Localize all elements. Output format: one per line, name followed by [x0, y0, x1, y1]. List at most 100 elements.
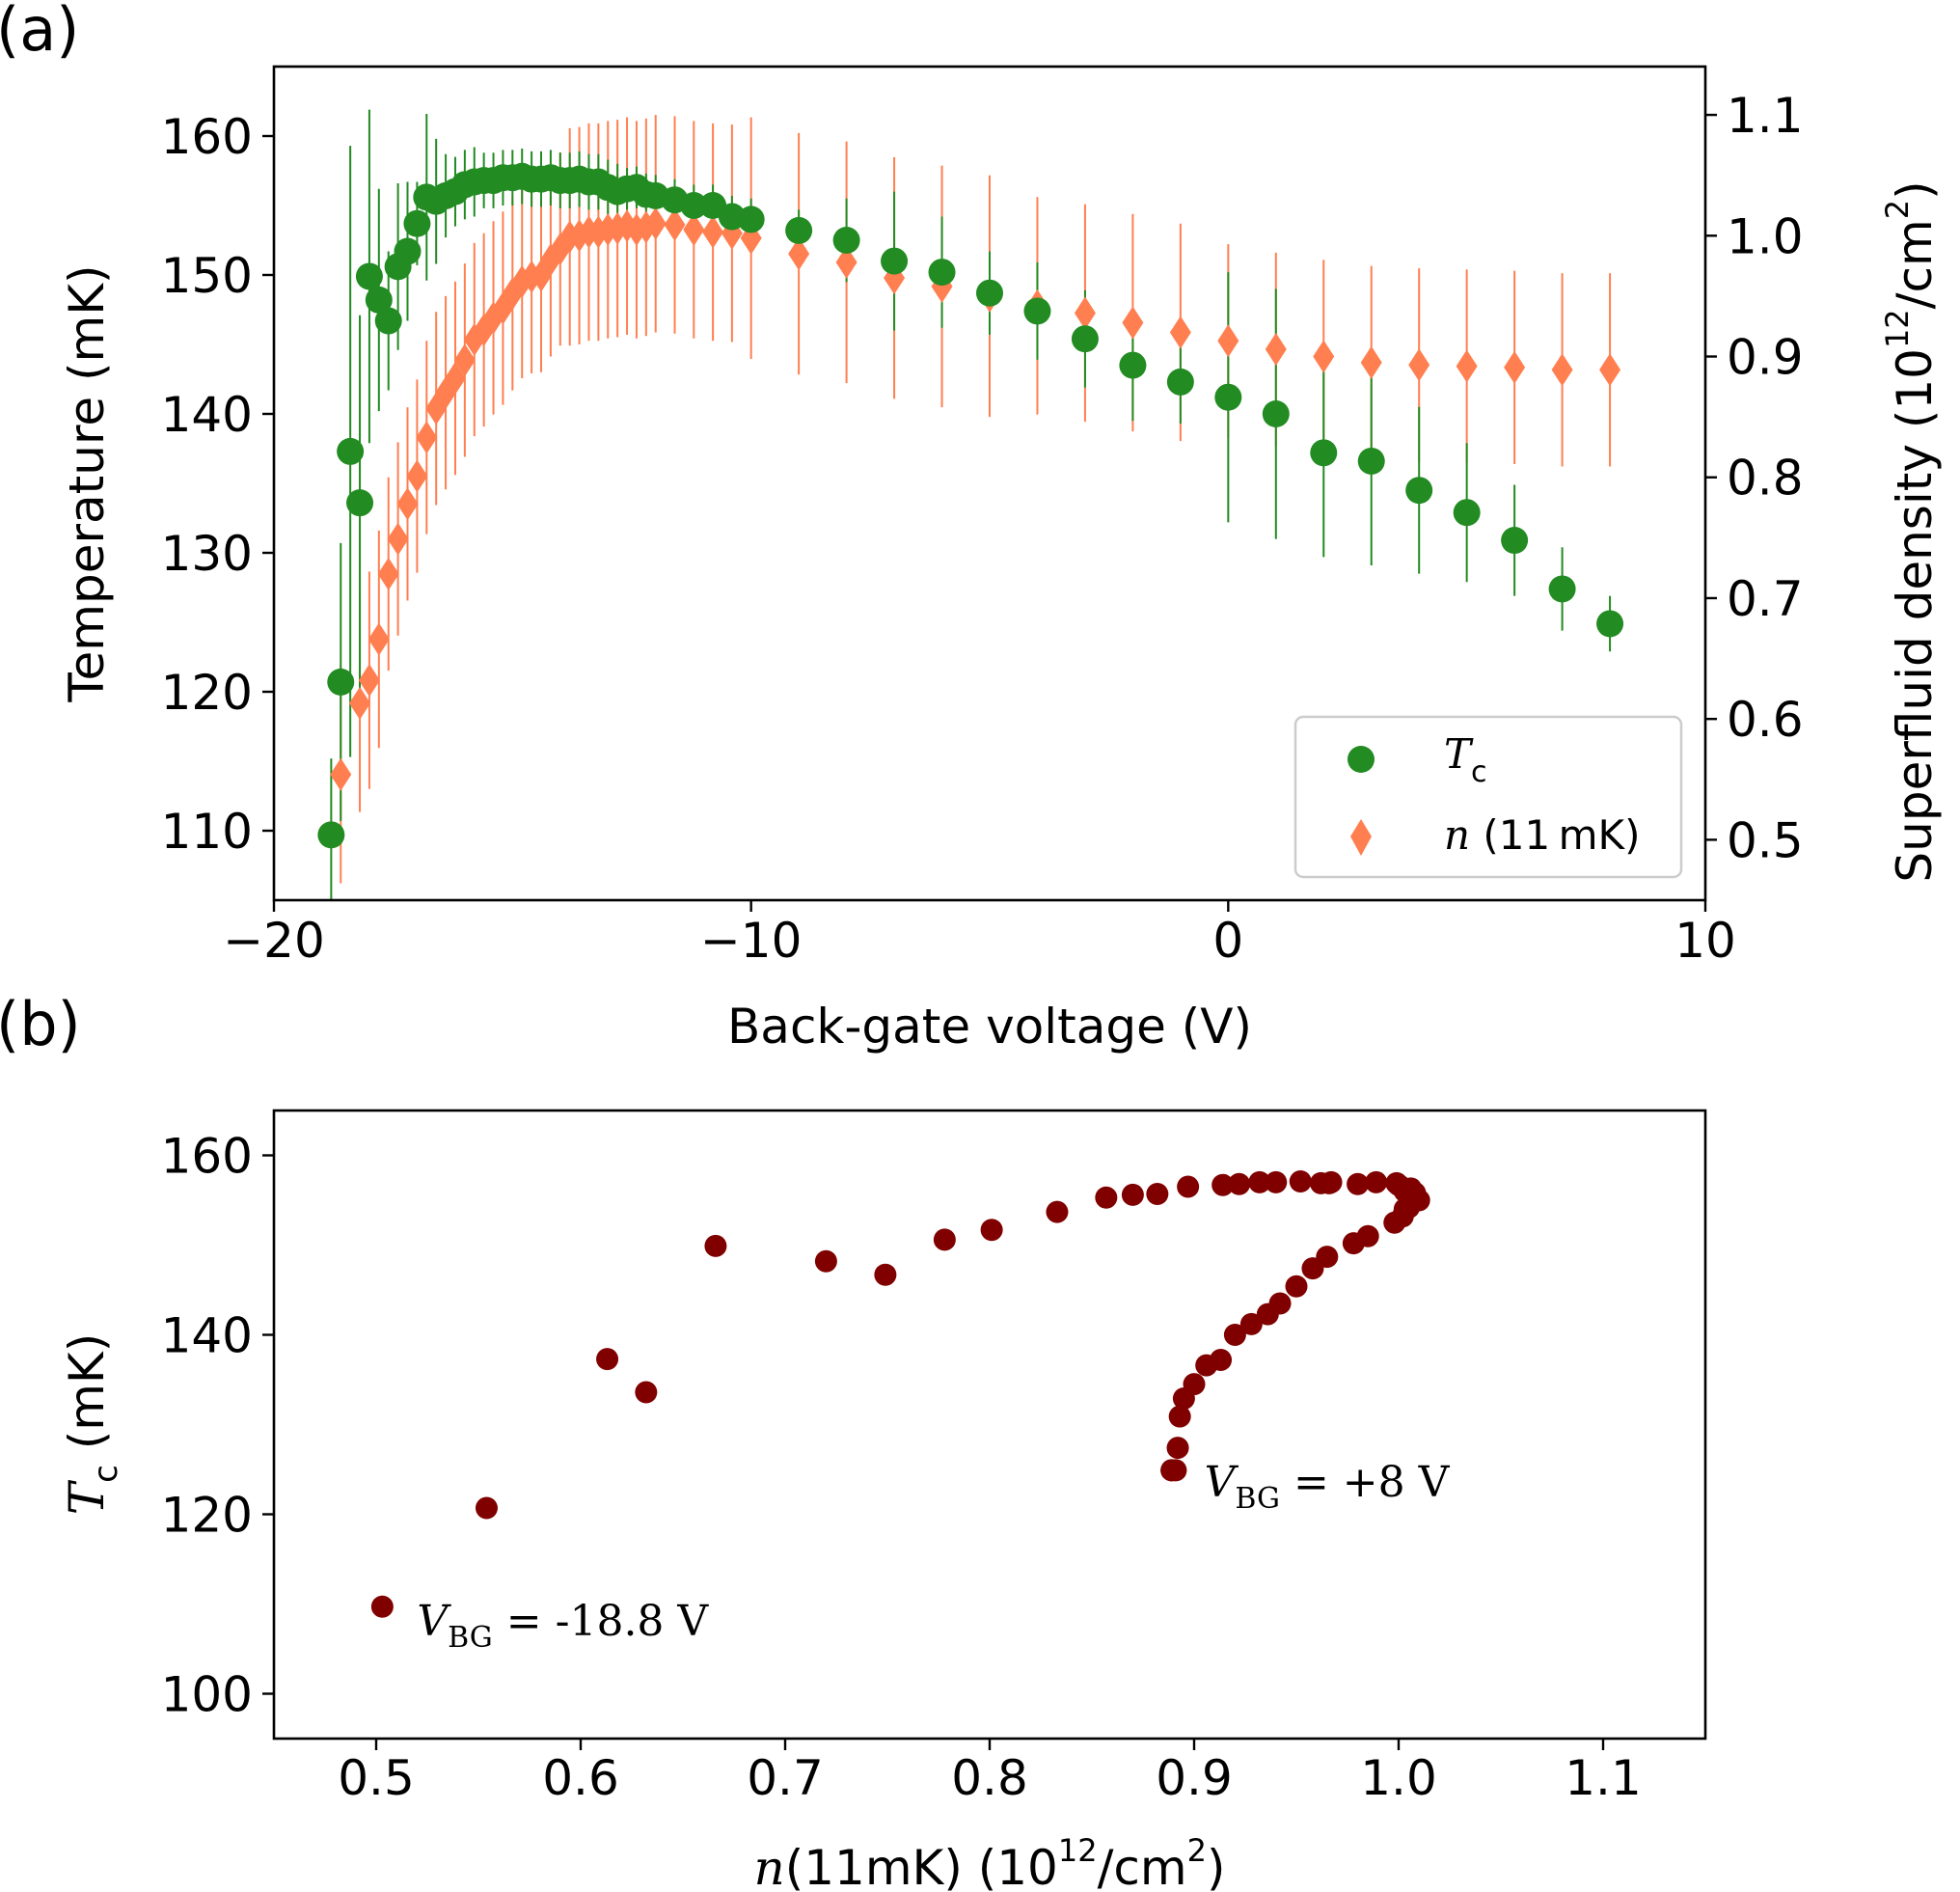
tc-data-point	[403, 209, 431, 237]
scatter-point	[1365, 1170, 1388, 1193]
legend-label-n: n (11 mK)	[1444, 811, 1640, 859]
x-tick-label: 0	[1212, 913, 1243, 969]
tc-data-point	[394, 237, 422, 265]
panel-a-y-label: Temperature (mK)	[59, 264, 115, 702]
y-right-tick-label: 0.8	[1727, 451, 1804, 507]
right-label-main: Superfluid density (10	[1887, 348, 1943, 883]
tc-data-point	[365, 286, 393, 314]
n-data-point	[368, 622, 390, 656]
panel-b-y-ticks: 100 120 140 160	[161, 1129, 274, 1723]
x-tick-label: −20	[223, 913, 325, 969]
panel-b-y-label: Tc (mK)	[59, 1333, 125, 1515]
n-data-point	[358, 664, 380, 698]
x-tick-label: 1.1	[1565, 1750, 1642, 1806]
tc-data-point	[1214, 383, 1242, 411]
scatter-point	[1177, 1175, 1200, 1198]
n-data-point	[1456, 349, 1478, 383]
y-tick-label: 120	[161, 665, 253, 721]
tc-data-point	[1357, 447, 1385, 475]
n-data-point	[1313, 340, 1335, 373]
scatter-point	[1211, 1173, 1235, 1196]
scatter-point	[1320, 1170, 1343, 1193]
scatter-point	[1265, 1170, 1288, 1193]
tc-data-point	[832, 227, 860, 254]
x-tick-label: 0.9	[1156, 1750, 1233, 1806]
legend: Tc n (11 mK)	[1293, 715, 1683, 879]
legend-marker-tc	[1348, 746, 1375, 773]
y-right-tick-label: 0.7	[1727, 571, 1804, 627]
scatter-point	[475, 1496, 498, 1520]
scatter-point	[1146, 1182, 1169, 1205]
tc-data-point	[1310, 439, 1338, 467]
tc-data-point	[317, 821, 345, 849]
tc-data-point	[327, 668, 355, 696]
tc-data-point	[1548, 575, 1576, 603]
n-data-point	[1169, 315, 1191, 349]
panel-a-y-ticks: 110 120 130 140 150 160	[161, 109, 274, 860]
n-data-point	[444, 362, 466, 396]
scatter-point	[1195, 1354, 1218, 1377]
scatter-point	[1383, 1211, 1406, 1234]
scatter-point	[1168, 1405, 1191, 1428]
panel-b-x-label: n(11mK) (1012/cm2)	[754, 1832, 1226, 1892]
n-data-point	[683, 213, 705, 247]
y-tick-label: 110	[161, 804, 253, 860]
y-right-tick-label: 1.0	[1727, 208, 1804, 264]
panel-b-markers	[370, 1169, 1430, 1618]
panel-a-x-label: Back-gate voltage (V)	[727, 999, 1252, 1055]
scatter-point	[814, 1249, 837, 1273]
panel-a-x-ticks: −20 −10 0 10	[223, 900, 1736, 969]
panel-label-a: (a)	[0, 0, 79, 65]
n-data-point	[387, 522, 409, 556]
legend-marker-n	[1350, 819, 1372, 856]
n-data-point	[377, 557, 399, 590]
scatter-point	[1256, 1302, 1279, 1326]
n-data-point	[349, 686, 371, 720]
tc-data-point	[976, 279, 1003, 307]
panel-b-x-ticks: 0.5 0.6 0.7 0.8 0.9 1.0 1.1	[338, 1739, 1642, 1806]
tc-data-point	[337, 437, 365, 465]
scatter-point	[370, 1595, 394, 1618]
scatter-point	[1228, 1172, 1251, 1195]
n-data-point	[1074, 296, 1096, 330]
tc-data-point	[1262, 400, 1290, 427]
n-data-point	[1122, 306, 1144, 340]
n-data-point	[835, 245, 858, 279]
panel-a-y-right-label: Superfluid density (1012/cm2)	[1879, 180, 1943, 882]
scatter-point	[596, 1348, 619, 1371]
panel-label-b: (b)	[0, 989, 81, 1059]
scatter-point	[933, 1228, 956, 1251]
tc-data-point	[346, 489, 374, 517]
scatter-point	[1342, 1232, 1365, 1255]
n-data-point	[1360, 345, 1382, 379]
n-data-point	[788, 237, 810, 271]
scatter-point	[1223, 1324, 1246, 1346]
tc-data-point	[737, 206, 765, 233]
panel-a-frame	[272, 65, 1707, 902]
scatter-point	[1347, 1172, 1370, 1195]
scatter-point	[1289, 1169, 1312, 1193]
n-data-point	[1265, 333, 1287, 367]
x-tick-label: 0.5	[338, 1750, 415, 1806]
x-tick-label: 0.7	[747, 1750, 824, 1806]
y-tick-label: 130	[161, 526, 253, 582]
n-data-point	[482, 301, 504, 335]
tc-data-point	[1405, 477, 1433, 505]
scatter-point	[1301, 1257, 1324, 1280]
n-data-point	[416, 421, 438, 454]
n-data-point	[1504, 350, 1526, 384]
tc-data-point	[374, 307, 402, 335]
scatter-point	[1121, 1183, 1144, 1206]
panel-a-markers	[317, 162, 1624, 849]
scatter-point	[1095, 1186, 1118, 1209]
y-right-tick-label: 0.6	[1727, 692, 1804, 748]
tc-data-point	[1071, 325, 1099, 353]
right-label-close: )	[1887, 180, 1943, 200]
y-tick-label: 160	[161, 1129, 253, 1185]
right-label-sup2: 2	[1879, 200, 1916, 219]
x-tick-label: 10	[1674, 913, 1736, 969]
y-tick-label: 120	[161, 1488, 253, 1544]
x-tick-label: 0.8	[951, 1750, 1028, 1806]
annotation-vbg-start: VBG = -18.8 V	[417, 1597, 709, 1655]
